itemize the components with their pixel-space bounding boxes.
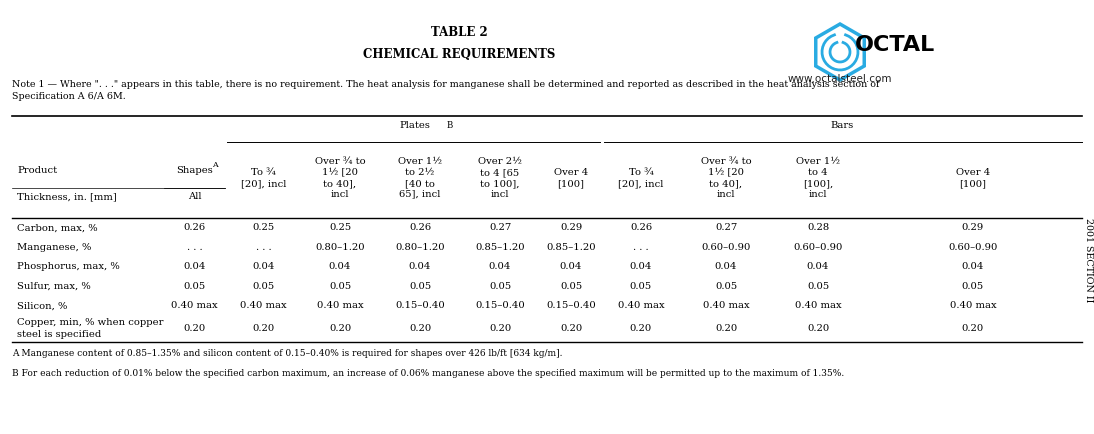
Text: 0.04: 0.04 [714, 262, 737, 271]
Text: Over 2½
to 4 [65
to 100],
incl: Over 2½ to 4 [65 to 100], incl [478, 158, 522, 199]
Text: Carbon, max, %: Carbon, max, % [18, 223, 97, 232]
Text: 0.85–1.20: 0.85–1.20 [546, 243, 596, 252]
Text: Over 4
[100]: Over 4 [100] [956, 168, 990, 188]
Text: Over ¾ to
1½ [20
to 40],
incl: Over ¾ to 1½ [20 to 40], incl [700, 158, 752, 199]
Text: 0.40 max: 0.40 max [241, 301, 287, 310]
Text: 0.26: 0.26 [409, 223, 431, 232]
Text: 0.29: 0.29 [560, 223, 582, 232]
Text: 0.20: 0.20 [630, 324, 652, 333]
Text: Over ¾ to
1½ [20
to 40],
incl: Over ¾ to 1½ [20 to 40], incl [315, 158, 365, 199]
Text: 0.04: 0.04 [630, 262, 652, 271]
Text: 0.40 max: 0.40 max [171, 301, 218, 310]
Text: 0.40 max: 0.40 max [950, 301, 997, 310]
Text: 0.04: 0.04 [489, 262, 511, 271]
Text: All: All [188, 192, 201, 201]
Text: . . .: . . . [256, 243, 271, 252]
Text: 0.05: 0.05 [560, 282, 582, 291]
Text: 0.05: 0.05 [489, 282, 511, 291]
Text: 0.40 max: 0.40 max [794, 301, 841, 310]
Text: Thickness, in. [mm]: Thickness, in. [mm] [18, 192, 117, 201]
Text: 0.20: 0.20 [329, 324, 351, 333]
Text: 0.20: 0.20 [807, 324, 829, 333]
Text: Phosphorus, max, %: Phosphorus, max, % [18, 262, 119, 271]
Text: 0.60–0.90: 0.60–0.90 [948, 243, 998, 252]
Text: 0.25: 0.25 [329, 223, 351, 232]
Text: 0.20: 0.20 [409, 324, 431, 333]
Text: 0.15–0.40: 0.15–0.40 [546, 301, 596, 310]
Text: Sulfur, max, %: Sulfur, max, % [18, 282, 91, 291]
Text: Plates: Plates [399, 121, 430, 130]
Text: B: B [446, 121, 453, 130]
Text: 0.40 max: 0.40 max [618, 301, 664, 310]
Text: 0.04: 0.04 [329, 262, 351, 271]
Text: Note 1 — Where ". . ." appears in this table, there is no requirement. The heat : Note 1 — Where ". . ." appears in this t… [12, 80, 880, 101]
Text: 0.15–0.40: 0.15–0.40 [475, 301, 525, 310]
Text: Over 4
[100]: Over 4 [100] [554, 168, 589, 188]
Text: To ¾
[20], incl: To ¾ [20], incl [241, 168, 287, 188]
Text: B For each reduction of 0.01% below the specified carbon maximum, an increase of: B For each reduction of 0.01% below the … [12, 368, 845, 378]
Text: 0.05: 0.05 [714, 282, 737, 291]
Text: CHEMICAL REQUIREMENTS: CHEMICAL REQUIREMENTS [363, 48, 556, 61]
Text: 0.20: 0.20 [962, 324, 985, 333]
Text: www.octalsteel.com: www.octalsteel.com [788, 74, 893, 84]
Text: Copper, min, % when copper
steel is specified: Copper, min, % when copper steel is spec… [18, 319, 163, 339]
Text: 0.27: 0.27 [714, 223, 737, 232]
Text: OCTAL: OCTAL [856, 35, 935, 55]
Text: 0.40 max: 0.40 max [316, 301, 363, 310]
Text: 0.40 max: 0.40 max [702, 301, 749, 310]
Text: 2001 SECTION II: 2001 SECTION II [1084, 218, 1093, 302]
Text: 0.26: 0.26 [630, 223, 652, 232]
Text: 0.05: 0.05 [329, 282, 351, 291]
Text: 0.28: 0.28 [807, 223, 829, 232]
Text: 0.20: 0.20 [253, 324, 275, 333]
Text: 0.15–0.40: 0.15–0.40 [395, 301, 445, 310]
Text: 0.20: 0.20 [184, 324, 206, 333]
Text: 0.80–1.20: 0.80–1.20 [395, 243, 445, 252]
Text: 0.20: 0.20 [714, 324, 737, 333]
Text: TABLE 2: TABLE 2 [431, 26, 488, 39]
Text: 0.27: 0.27 [489, 223, 511, 232]
Text: A Manganese content of 0.85–1.35% and silicon content of 0.15–0.40% is required : A Manganese content of 0.85–1.35% and si… [12, 349, 562, 358]
Text: 0.60–0.90: 0.60–0.90 [701, 243, 750, 252]
Text: 0.04: 0.04 [806, 262, 829, 271]
Text: 0.04: 0.04 [409, 262, 431, 271]
Text: Manganese, %: Manganese, % [18, 243, 92, 252]
Text: Over 1½
to 2½
[40 to
65], incl: Over 1½ to 2½ [40 to 65], incl [398, 158, 442, 199]
Text: Over 1½
to 4
[100],
incl: Over 1½ to 4 [100], incl [796, 158, 840, 199]
Text: 0.04: 0.04 [560, 262, 582, 271]
Text: 0.25: 0.25 [253, 223, 275, 232]
Text: 0.05: 0.05 [409, 282, 431, 291]
Text: 0.85–1.20: 0.85–1.20 [475, 243, 525, 252]
Text: A: A [212, 161, 218, 169]
Text: 0.05: 0.05 [253, 282, 275, 291]
Text: 0.60–0.90: 0.60–0.90 [793, 243, 842, 252]
Text: 0.80–1.20: 0.80–1.20 [315, 243, 364, 252]
Text: 0.20: 0.20 [489, 324, 511, 333]
Text: 0.26: 0.26 [184, 223, 206, 232]
Text: 0.05: 0.05 [807, 282, 829, 291]
Text: 0.05: 0.05 [630, 282, 652, 291]
Text: 0.20: 0.20 [560, 324, 582, 333]
Text: 0.04: 0.04 [253, 262, 275, 271]
Text: . . .: . . . [633, 243, 649, 252]
Text: To ¾
[20], incl: To ¾ [20], incl [618, 168, 664, 188]
Text: 0.29: 0.29 [962, 223, 985, 232]
Text: . . .: . . . [187, 243, 202, 252]
Text: 0.05: 0.05 [962, 282, 985, 291]
Text: 0.04: 0.04 [962, 262, 985, 271]
Text: Product: Product [18, 167, 57, 175]
Text: Silicon, %: Silicon, % [18, 301, 68, 310]
Text: Shapes: Shapes [176, 167, 213, 175]
Text: 0.05: 0.05 [184, 282, 206, 291]
Text: Bars: Bars [830, 121, 853, 130]
Text: 0.04: 0.04 [184, 262, 206, 271]
